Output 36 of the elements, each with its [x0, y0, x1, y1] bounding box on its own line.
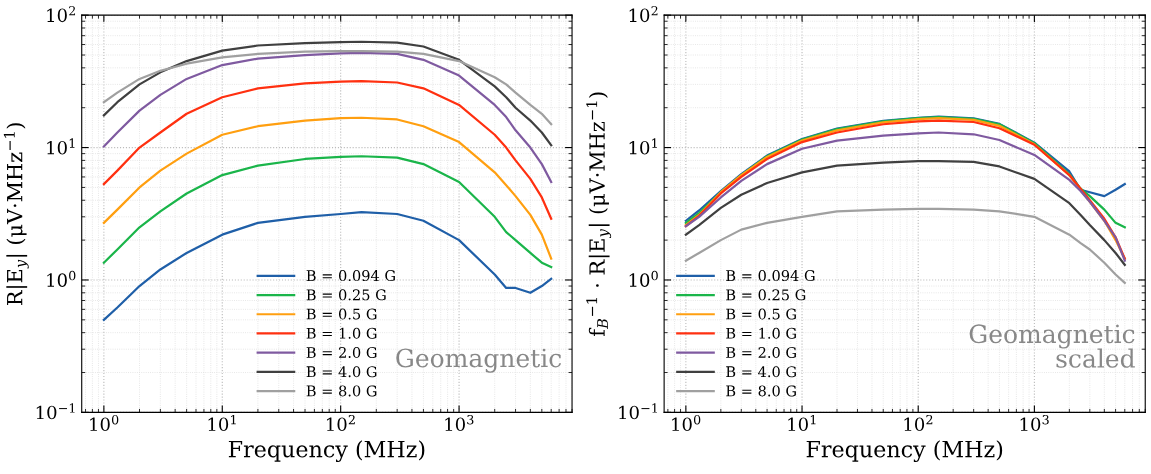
y-tick-label: 10$^{0}$	[47, 270, 76, 287]
x-tick-label: 10$^{1}$	[208, 414, 236, 432]
y-tick-label: 10$^{0}$	[629, 270, 658, 287]
y-axis-title: f$_{B}$$^{−1}$ · R|E$_{y}$| (μV·MHz$^{−1}$)	[586, 92, 612, 337]
legend-label: B = 8.0 G	[726, 385, 796, 397]
legend-label: B = 4.0 G	[306, 366, 377, 378]
legend-label: B = 0.25 G	[306, 289, 386, 301]
legend-label: B = 0.5 G	[306, 308, 377, 320]
y-tick-label: 10$^{−1}$	[619, 403, 657, 420]
x-axis-title: Frequency (MHz)	[228, 440, 425, 463]
legend-label: B = 0.25 G	[726, 289, 806, 301]
legend-label: B = 8.0 G	[306, 385, 377, 397]
legend-label: B = 2.0 G	[726, 346, 796, 358]
annotation: Geomagnetic	[396, 348, 562, 373]
y-tick-label: 10$^{−1}$	[36, 403, 75, 420]
legend-label: B = 0.094 G	[306, 270, 395, 282]
x-tick-label: 10$^{3}$	[1020, 414, 1049, 432]
legend-label: B = 0.094 G	[726, 270, 815, 282]
legend-label: B = 0.5 G	[726, 308, 796, 320]
x-axis-title: Frequency (MHz)	[806, 440, 1003, 463]
y-tick-label: 10$^{1}$	[47, 138, 75, 155]
x-tick-label: 10$^{0}$	[90, 414, 119, 432]
y-tick-label: 10$^{2}$	[629, 5, 658, 23]
legend-label: B = 1.0 G	[306, 327, 377, 339]
x-tick-label: 10$^{2}$	[326, 414, 355, 432]
annotation: Geomagnetic scaled	[969, 324, 1135, 368]
legend-label: B = 2.0 G	[306, 346, 377, 358]
y-tick-label: 10$^{1}$	[629, 138, 657, 155]
legend-label: B = 1.0 G	[726, 327, 796, 339]
x-tick-label: 10$^{0}$	[672, 414, 701, 432]
x-tick-label: 10$^{3}$	[445, 414, 474, 432]
y-tick-label: 10$^{2}$	[47, 5, 76, 23]
y-axis-title: R|E$_{y}$| (μV·MHz$^{−1}$)	[3, 123, 29, 306]
x-tick-label: 10$^{2}$	[904, 414, 933, 432]
x-tick-label: 10$^{1}$	[788, 414, 816, 432]
legend-label: B = 4.0 G	[726, 366, 796, 378]
